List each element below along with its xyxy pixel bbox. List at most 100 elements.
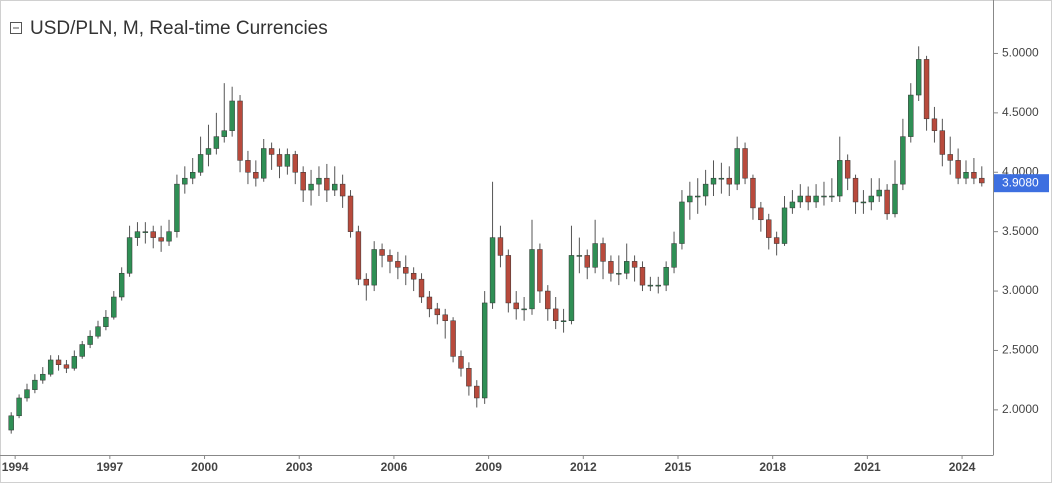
candle-body bbox=[766, 219, 772, 238]
candle-body bbox=[647, 284, 654, 287]
y-tick-label: 3.5000 bbox=[1002, 224, 1039, 238]
candle-body bbox=[655, 284, 661, 287]
candle-body bbox=[261, 148, 267, 179]
candle-body bbox=[395, 261, 401, 268]
candle-body bbox=[347, 195, 354, 232]
candle-body bbox=[339, 183, 346, 197]
candle-body bbox=[47, 359, 54, 375]
candle-body bbox=[190, 172, 196, 179]
candle-body bbox=[789, 201, 796, 209]
x-tick-label: 2018 bbox=[759, 460, 786, 474]
candle-body bbox=[458, 356, 464, 369]
candle-body bbox=[316, 177, 322, 185]
candle-body bbox=[955, 160, 961, 179]
x-tick-label: 2003 bbox=[286, 460, 313, 474]
candle-body bbox=[245, 160, 251, 173]
candle-body bbox=[773, 237, 780, 244]
x-tick-label: 1997 bbox=[96, 460, 123, 474]
candle-body bbox=[103, 316, 109, 327]
candle-body bbox=[726, 177, 732, 185]
y-tick-label: 2.5000 bbox=[1002, 343, 1039, 357]
candle-body bbox=[616, 272, 622, 275]
candle-body bbox=[568, 255, 575, 322]
x-tick-label: 2021 bbox=[854, 460, 881, 474]
x-tick-label: 2006 bbox=[381, 460, 408, 474]
candle-body bbox=[679, 201, 685, 244]
candle-body bbox=[852, 177, 859, 203]
x-tick-label: 2024 bbox=[949, 460, 976, 474]
candle-body bbox=[111, 296, 117, 318]
candle-body bbox=[418, 278, 425, 298]
candle-body bbox=[758, 207, 764, 221]
candle-body bbox=[734, 148, 740, 185]
candle-body bbox=[481, 302, 488, 399]
y-tick-label: 3.0000 bbox=[1002, 283, 1039, 297]
candle-body bbox=[126, 237, 133, 274]
candle-body bbox=[537, 249, 543, 292]
candle-body bbox=[150, 231, 156, 238]
x-tick-label: 2000 bbox=[191, 460, 218, 474]
candle-body bbox=[931, 118, 938, 131]
candle-body bbox=[860, 201, 867, 204]
candle-body bbox=[663, 267, 669, 286]
candle-body bbox=[521, 308, 527, 311]
candle-body bbox=[166, 231, 172, 242]
candle-body bbox=[387, 255, 393, 262]
candle-body bbox=[844, 160, 851, 179]
candle-body bbox=[24, 389, 30, 399]
candle-body bbox=[426, 296, 433, 310]
y-tick-label: 4.5000 bbox=[1002, 105, 1039, 119]
candle-body bbox=[158, 237, 164, 242]
candle-body bbox=[489, 237, 496, 304]
candle-body bbox=[332, 183, 338, 191]
candle-body bbox=[466, 368, 472, 387]
candle-body bbox=[355, 231, 362, 280]
candle-body bbox=[695, 195, 701, 198]
x-tick-label: 2012 bbox=[570, 460, 597, 474]
candle-body bbox=[174, 183, 180, 232]
candle-body bbox=[710, 177, 717, 185]
candle-body bbox=[671, 243, 677, 268]
collapse-icon[interactable] bbox=[10, 22, 22, 34]
candle-body bbox=[87, 335, 93, 345]
candle-body bbox=[442, 314, 448, 322]
candle-body bbox=[876, 189, 882, 197]
candle-body bbox=[182, 177, 188, 185]
candle-body bbox=[497, 237, 504, 256]
candle-body bbox=[513, 302, 519, 310]
candle-body bbox=[837, 160, 843, 197]
candle-body bbox=[63, 364, 70, 369]
candle-body bbox=[276, 154, 283, 167]
candle-body bbox=[908, 94, 914, 137]
candle-body bbox=[702, 183, 709, 197]
candle-body bbox=[552, 308, 559, 322]
candle-body bbox=[805, 195, 811, 203]
candle-body bbox=[600, 243, 606, 262]
candle-body bbox=[403, 267, 409, 274]
candle-body bbox=[560, 320, 567, 323]
candle-body bbox=[40, 373, 46, 381]
candle-body bbox=[971, 172, 977, 179]
candle-body bbox=[8, 415, 14, 431]
y-tick-label: 5.0000 bbox=[1002, 46, 1039, 60]
x-tick-label: 2009 bbox=[475, 460, 502, 474]
candle-body bbox=[450, 320, 456, 357]
y-tick-label: 2.0000 bbox=[1002, 402, 1039, 416]
candle-body bbox=[868, 195, 875, 203]
candle-body bbox=[197, 154, 204, 173]
candle-body bbox=[718, 177, 725, 180]
candle-body bbox=[284, 154, 291, 167]
candle-body bbox=[268, 148, 275, 155]
candle-body bbox=[608, 261, 614, 274]
candle-body bbox=[624, 261, 630, 274]
candle-body bbox=[584, 255, 590, 268]
candle-body bbox=[742, 148, 748, 179]
candle-body bbox=[829, 195, 835, 198]
candle-body bbox=[781, 207, 788, 244]
candle-body bbox=[16, 397, 22, 417]
candle-body bbox=[915, 59, 922, 96]
candle-body bbox=[545, 290, 551, 310]
candle-body bbox=[750, 177, 756, 209]
